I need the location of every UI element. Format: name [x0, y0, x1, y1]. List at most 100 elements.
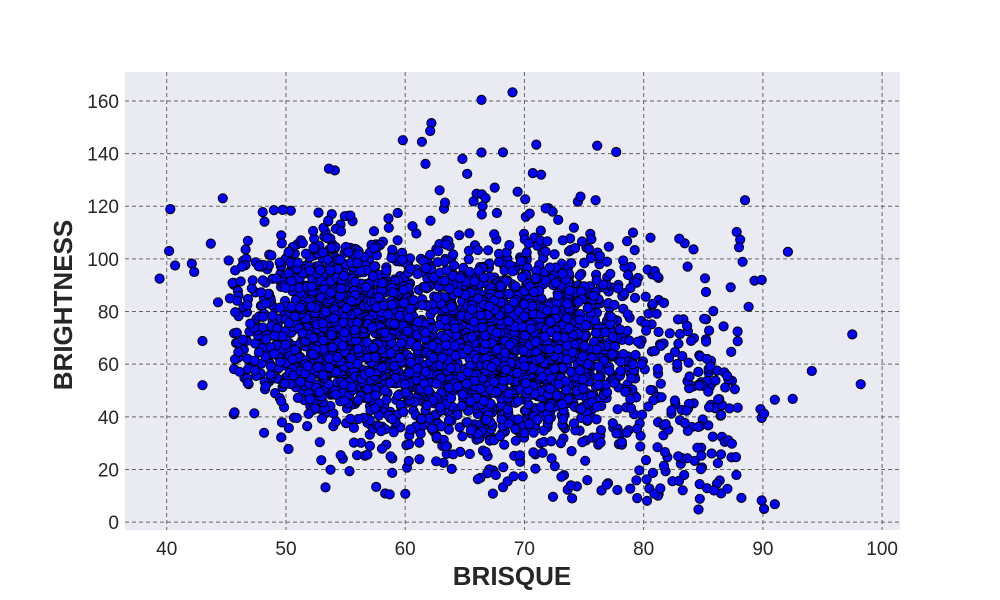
scatter-point — [658, 297, 669, 308]
scatter-point — [629, 245, 640, 256]
scatter-point — [310, 403, 321, 414]
scatter-point — [469, 276, 480, 287]
scatter-point — [615, 365, 626, 376]
scatter-point — [431, 431, 442, 443]
y-tick-label: 0 — [108, 513, 119, 534]
scatter-point — [658, 460, 670, 471]
scatter-point — [523, 238, 534, 249]
scatter-point — [369, 403, 381, 414]
scatter-point — [276, 396, 287, 407]
scatter-point — [449, 260, 460, 271]
scatter-point — [556, 471, 567, 482]
scatter-point — [472, 474, 483, 485]
scatter-point — [672, 314, 684, 325]
scatter-point — [510, 281, 521, 292]
scatter-point — [622, 236, 633, 247]
scatter-point — [577, 383, 589, 394]
scatter-point — [466, 331, 477, 343]
scatter-point — [457, 431, 468, 442]
scatter-point — [412, 340, 423, 352]
scatter-point — [253, 261, 264, 272]
scatter-point — [452, 381, 463, 392]
scatter-point — [473, 293, 484, 304]
scatter-point — [613, 283, 624, 294]
scatter-point — [732, 336, 743, 347]
scatter-point — [400, 488, 411, 499]
y-tick-label: 120 — [87, 197, 119, 218]
scatter-point — [339, 327, 350, 338]
scatter-point — [325, 464, 336, 475]
scatter-point — [308, 242, 319, 253]
scatter-point — [283, 422, 294, 434]
scatter-point — [420, 366, 431, 377]
scatter-point — [398, 406, 409, 418]
scatter-point — [306, 281, 317, 292]
scatter-point — [600, 327, 611, 338]
scatter-point — [605, 268, 616, 279]
scatter-point — [289, 311, 301, 322]
scatter-point — [276, 432, 287, 443]
scatter-point — [346, 353, 357, 364]
scatter-point — [756, 274, 767, 285]
scatter-point — [224, 293, 235, 304]
scatter-point — [362, 449, 373, 460]
scatter-point — [348, 422, 359, 433]
scatter-point — [659, 447, 671, 458]
scatter-point — [268, 205, 279, 216]
scatter-point — [655, 340, 666, 351]
scatter-point — [601, 479, 612, 490]
scatter-point — [513, 396, 524, 407]
scatter-point — [259, 427, 270, 438]
scatter-point — [651, 308, 662, 319]
scatter-point — [303, 408, 314, 419]
scatter-point — [782, 246, 794, 257]
scatter-point — [632, 493, 643, 504]
scatter-point — [265, 361, 276, 372]
scatter-point — [398, 298, 409, 309]
scatter-point — [249, 355, 260, 366]
scatter-point — [383, 222, 394, 233]
scatter-point — [625, 394, 636, 405]
scatter-point — [197, 380, 208, 391]
scatter-point — [371, 481, 382, 492]
scatter-point — [445, 362, 456, 373]
scatter-point — [555, 438, 567, 449]
scatter-point — [461, 378, 472, 389]
scatter-point — [266, 250, 277, 261]
scatter-point — [322, 254, 333, 265]
scatter-point — [672, 358, 683, 370]
scatter-point — [540, 246, 551, 257]
scatter-point — [364, 367, 375, 378]
scatter-point — [622, 309, 633, 320]
scatter-point — [473, 265, 484, 276]
scatter-point — [540, 275, 551, 286]
scatter-point — [503, 303, 514, 314]
scatter-point — [693, 421, 704, 433]
scatter-point — [308, 225, 319, 237]
scatter-point — [335, 450, 346, 461]
scatter-point — [405, 263, 416, 274]
scatter-point — [679, 469, 690, 481]
scatter-point — [480, 446, 491, 458]
scatter-point — [366, 322, 378, 333]
scatter-point — [580, 320, 592, 331]
scatter-point — [708, 485, 720, 496]
scatter-point — [544, 344, 555, 355]
scatter-point — [253, 347, 264, 358]
scatter-point — [579, 258, 590, 269]
scatter-point — [332, 352, 343, 363]
scatter-point — [339, 395, 350, 406]
scatter-point — [517, 321, 528, 332]
scatter-point — [337, 340, 348, 351]
scatter-point — [601, 256, 613, 267]
scatter-point — [673, 451, 684, 462]
scatter-point — [376, 443, 388, 454]
scatter-point — [701, 336, 712, 347]
scatter-point — [674, 233, 685, 244]
scatter-point — [237, 334, 249, 345]
scatter-point — [694, 380, 705, 391]
scatter-point — [462, 367, 474, 378]
scatter-point — [561, 354, 572, 365]
scatter-point — [686, 335, 697, 346]
